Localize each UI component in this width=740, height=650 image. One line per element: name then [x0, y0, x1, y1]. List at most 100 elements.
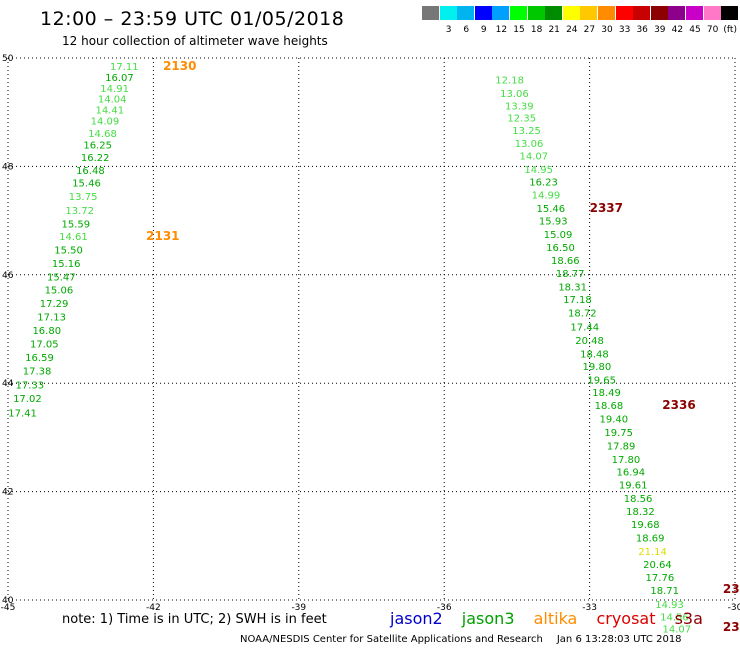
wave-height-label: 14.61: [59, 232, 88, 243]
wave-height-label: 14.91: [100, 84, 129, 95]
wave-height-label: 12.18: [495, 76, 524, 87]
wave-height-label: 15.46: [537, 204, 566, 215]
pass-time-label: 23: [723, 620, 740, 634]
y-tick-label: 40: [2, 596, 14, 606]
wave-height-label: 16.07: [105, 73, 134, 84]
wave-height-label: 16.25: [83, 141, 112, 152]
color-swatch: [527, 6, 545, 20]
wave-height-label: 16.50: [546, 243, 575, 254]
color-swatch: [668, 6, 686, 20]
wave-height-label: 17.11: [110, 62, 139, 73]
wave-height-label: 16.80: [32, 326, 61, 337]
wave-height-label: 18.68: [595, 401, 624, 412]
x-tick-label: -45: [1, 603, 16, 613]
wave-height-label: 14.04: [98, 95, 127, 106]
color-scale-label: 9: [480, 25, 487, 35]
color-swatch: [598, 6, 615, 20]
footer: NOAA/NESDIS Center for Satellite Applica…: [240, 634, 682, 645]
color-swatch: [615, 6, 633, 20]
color-scale-label: 70: [706, 25, 719, 35]
chart-title: 12:00 – 23:59 UTC 01/05/2018: [40, 8, 345, 30]
color-scale-label: 12: [495, 25, 508, 35]
color-scale-label: 45: [689, 25, 701, 35]
pass-time-label: 233: [723, 582, 740, 596]
wave-height-label: 21.14: [638, 547, 667, 558]
color-scale-label: 33: [618, 25, 631, 35]
wave-height-label: 18.72: [568, 309, 597, 320]
color-scale-label: 42: [671, 25, 684, 35]
wave-height-label: 18.32: [626, 507, 655, 518]
wave-height-label: 12.35: [507, 114, 536, 125]
wave-height-label: 13.25: [512, 126, 541, 137]
color-scale-label: 15: [513, 25, 525, 35]
wave-height-label: 18.69: [636, 534, 665, 545]
wave-height-label: 17.89: [607, 442, 636, 453]
wave-height-label: 13.75: [69, 192, 98, 203]
satellite-legend: jason2 jason3 altika cryosat s3a: [390, 609, 717, 628]
wave-height-label: 17.02: [13, 394, 42, 405]
x-tick-label: -30: [728, 603, 740, 613]
y-tick-label: 46: [2, 271, 14, 281]
x-tick-label: -39: [291, 603, 306, 613]
wave-height-label: 17.80: [612, 455, 641, 466]
wave-height-label: 13.06: [515, 139, 544, 150]
wave-height-label: 18.66: [551, 256, 580, 267]
wave-height-label: 16.59: [25, 353, 54, 364]
wave-height-label: 13.06: [500, 89, 529, 100]
wave-height-label: 18.49: [592, 388, 621, 399]
wave-height-label: 20.48: [575, 336, 604, 347]
wave-height-label: 13.72: [65, 206, 94, 217]
color-swatch: [492, 6, 510, 20]
wave-height-label: 15.09: [544, 230, 573, 241]
y-tick-label: 50: [2, 54, 14, 64]
pass-time-label: 2130: [163, 59, 196, 73]
pass-time-label: 2336: [662, 398, 695, 412]
color-scale-label: 18: [530, 25, 543, 35]
color-swatch: [633, 6, 651, 20]
wave-height-label: 14.09: [91, 116, 120, 127]
wave-height-label: 18.56: [624, 494, 653, 505]
footer-credit: NOAA/NESDIS Center for Satellite Applica…: [240, 634, 543, 645]
wave-height-label: 15.50: [54, 245, 83, 256]
x-tick-label: -36: [437, 603, 452, 613]
wave-height-label: 20.64: [643, 560, 672, 571]
legend-altika: altika: [533, 609, 578, 628]
wave-height-label: 16.22: [81, 153, 110, 164]
color-swatch: [562, 6, 580, 20]
wave-height-label: 14.95: [524, 165, 553, 176]
wave-height-label: 19.68: [631, 520, 660, 531]
wave-height-label: 15.93: [539, 217, 568, 228]
wave-height-label: 14.68: [88, 129, 117, 140]
color-swatch: [580, 6, 598, 20]
wave-height-label: 17.13: [37, 313, 66, 324]
wave-height-label: 18.71: [650, 586, 679, 597]
x-tick-label: -33: [582, 603, 597, 613]
footer-timestamp: Jan 6 13:28:03 UTC 2018: [556, 634, 682, 645]
wave-height-label: 17.05: [30, 340, 59, 351]
color-swatch: [474, 6, 492, 20]
x-tick-label: -42: [146, 603, 161, 613]
wave-height-label: 16.23: [529, 178, 558, 189]
wave-height-label: 14.99: [532, 191, 561, 202]
legend-s3a: s3a: [674, 609, 703, 628]
wave-height-label: 15.59: [62, 219, 91, 230]
color-swatch: [422, 6, 439, 20]
wave-height-label: 14.56: [660, 612, 689, 623]
wave-height-label: 15.47: [47, 272, 76, 283]
wave-height-label: 16.48: [76, 166, 105, 177]
units-note: note: 1) Time is in UTC; 2) SWH is in fe…: [62, 612, 327, 627]
wave-height-label: 14.93: [655, 600, 684, 611]
wave-height-label: 17.33: [15, 380, 44, 391]
color-swatch: [510, 6, 527, 20]
wave-height-label: 18.48: [580, 349, 609, 360]
y-tick-label: 42: [2, 488, 13, 498]
color-swatch: [650, 6, 668, 20]
color-scale-label: 3: [445, 25, 452, 35]
wave-height-label: 19.80: [583, 362, 612, 373]
wave-height-label: 17.18: [563, 295, 592, 306]
color-swatch: [439, 6, 457, 20]
wave-height-label: 15.06: [45, 285, 74, 296]
wave-height-label: 17.76: [646, 573, 675, 584]
wave-height-label: 17.29: [40, 299, 69, 310]
color-scale-label: 21: [548, 25, 560, 35]
